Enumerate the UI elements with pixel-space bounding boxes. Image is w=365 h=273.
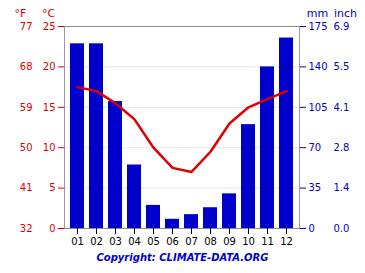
svg-text:32: 32 — [20, 223, 33, 234]
svg-text:0: 0 — [309, 223, 315, 234]
svg-text:35: 35 — [309, 182, 322, 193]
svg-text:105: 105 — [309, 102, 328, 113]
svg-text:11: 11 — [261, 236, 274, 247]
svg-text:09: 09 — [223, 236, 236, 247]
svg-text:06: 06 — [166, 236, 179, 247]
svg-text:59: 59 — [20, 102, 33, 113]
svg-text:10: 10 — [242, 236, 255, 247]
svg-text:04: 04 — [128, 236, 141, 247]
svg-text:°C: °C — [42, 7, 56, 20]
svg-text:41: 41 — [20, 182, 33, 193]
svg-text:20: 20 — [43, 61, 56, 72]
svg-text:70: 70 — [309, 142, 322, 153]
svg-text:2.8: 2.8 — [334, 142, 350, 153]
svg-text:5.5: 5.5 — [334, 61, 350, 72]
svg-text:05: 05 — [147, 236, 160, 247]
svg-text:01: 01 — [71, 236, 84, 247]
svg-text:12: 12 — [280, 236, 293, 247]
svg-text:25: 25 — [43, 21, 56, 32]
svg-text:15: 15 — [43, 102, 56, 113]
svg-text:02: 02 — [90, 236, 103, 247]
svg-text:5: 5 — [49, 182, 55, 193]
svg-text:4.1: 4.1 — [334, 102, 350, 113]
svg-text:mm: mm — [307, 7, 328, 20]
html-text:Copyright: CLIMATE-DATA.ORG: Copyright: CLIMATE-DATA.ORG — [96, 252, 269, 263]
svg-text:6.9: 6.9 — [334, 21, 350, 32]
svg-text:07: 07 — [185, 236, 198, 247]
svg-text:50: 50 — [20, 142, 33, 153]
svg-text:77: 77 — [20, 21, 33, 32]
svg-text:0: 0 — [49, 223, 55, 234]
svg-text:68: 68 — [20, 61, 33, 72]
svg-text:0.0: 0.0 — [334, 223, 350, 234]
svg-text:03: 03 — [109, 236, 122, 247]
svg-text:140: 140 — [309, 61, 328, 72]
svg-text:inch: inch — [334, 7, 357, 20]
svg-text:175: 175 — [309, 21, 328, 32]
svg-text:08: 08 — [204, 236, 217, 247]
svg-text:°F: °F — [15, 7, 27, 20]
svg-text:1.4: 1.4 — [334, 182, 350, 193]
svg-text:10: 10 — [43, 142, 56, 153]
